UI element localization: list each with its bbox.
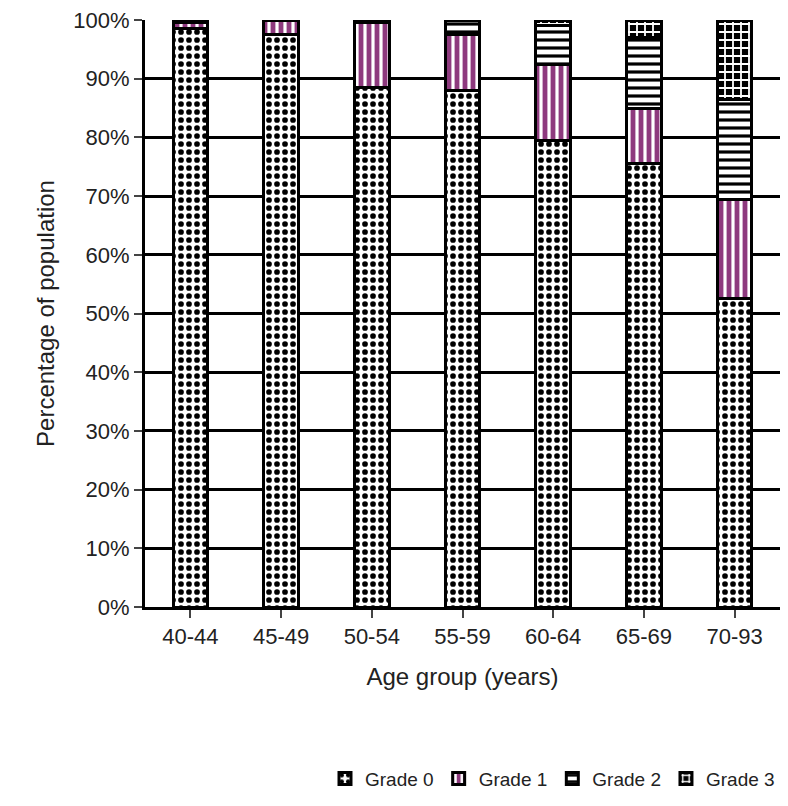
svg-text:30%: 30% xyxy=(86,419,130,444)
svg-text:55-59: 55-59 xyxy=(434,624,490,649)
svg-text:10%: 10% xyxy=(86,536,130,561)
svg-text:90%: 90% xyxy=(86,66,130,91)
svg-text:70-93: 70-93 xyxy=(706,624,762,649)
svg-text:65-69: 65-69 xyxy=(616,624,672,649)
svg-text:Age group (years): Age group (years) xyxy=(366,663,558,690)
svg-text:20%: 20% xyxy=(86,477,130,502)
svg-text:60%: 60% xyxy=(86,243,130,268)
svg-text:45-49: 45-49 xyxy=(253,624,309,649)
svg-text:50-54: 50-54 xyxy=(344,624,400,649)
svg-text:80%: 80% xyxy=(86,125,130,150)
svg-text:70%: 70% xyxy=(86,184,130,209)
svg-text:100%: 100% xyxy=(73,8,129,33)
svg-text:Grade 2: Grade 2 xyxy=(592,769,661,790)
svg-text:0%: 0% xyxy=(98,595,130,620)
svg-text:Grade 1: Grade 1 xyxy=(479,769,548,790)
svg-text:60-64: 60-64 xyxy=(525,624,581,649)
svg-text:Grade 0: Grade 0 xyxy=(365,769,434,790)
svg-text:Grade 3: Grade 3 xyxy=(706,769,775,790)
svg-text:40%: 40% xyxy=(86,360,130,385)
svg-text:50%: 50% xyxy=(86,301,130,326)
svg-text:40-44: 40-44 xyxy=(162,624,218,649)
svg-text:Percentage of population: Percentage of population xyxy=(32,180,59,447)
